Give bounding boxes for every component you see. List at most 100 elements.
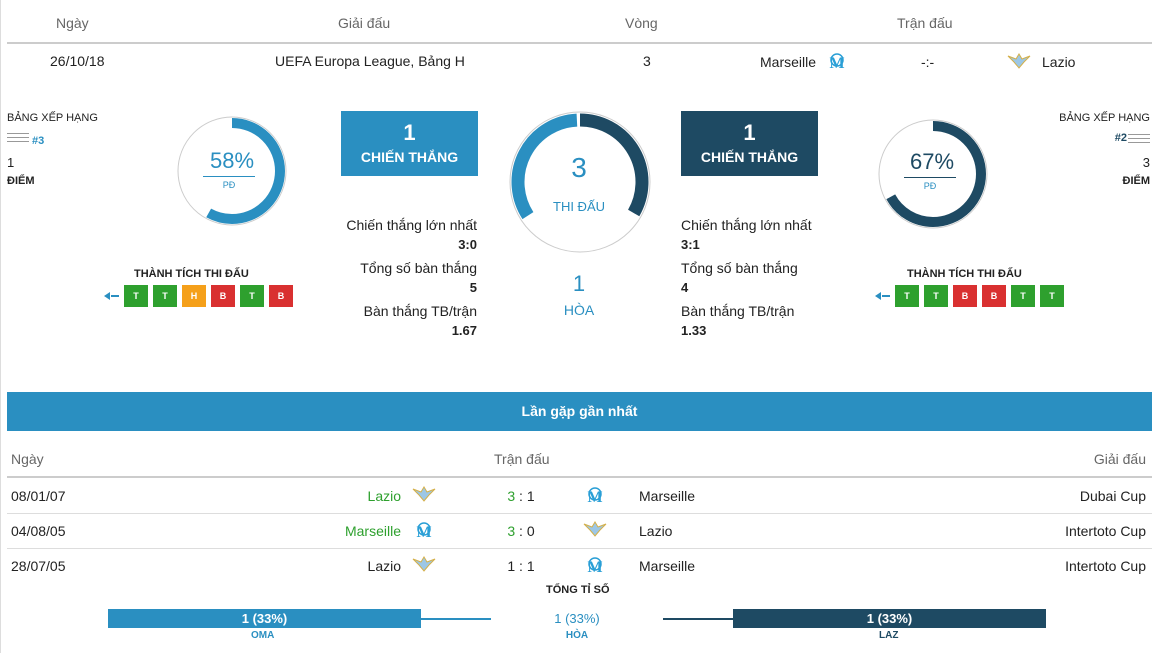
svg-text:M: M xyxy=(587,489,602,506)
row-date: 08/01/07 xyxy=(11,488,66,504)
row-league[interactable]: Intertoto Cup xyxy=(1065,558,1146,574)
matches-arc-away xyxy=(579,113,649,217)
row-home-team[interactable]: Lazio xyxy=(367,488,401,504)
marseille-logo-icon: M xyxy=(585,485,605,512)
form-badge: T xyxy=(895,285,919,307)
svg-text:M: M xyxy=(587,559,602,576)
away-rank: #2 xyxy=(1114,132,1127,144)
away-goals: 4 xyxy=(681,280,689,295)
away-total: 1 (33%) xyxy=(866,611,913,626)
home-pd-label: PĐ xyxy=(222,180,236,190)
form-badge: B xyxy=(982,285,1006,307)
form-badge: H xyxy=(182,285,206,307)
row-away-team[interactable]: Marseille xyxy=(639,558,696,574)
away-wins-count: 1 xyxy=(743,120,756,145)
match-home-team[interactable]: Marseille xyxy=(760,54,817,70)
home-goals-label: Tổng số bàn thắng xyxy=(360,260,477,276)
away-pd-divider xyxy=(904,177,956,178)
lazio-logo-icon xyxy=(582,520,608,543)
row-date: 04/08/05 xyxy=(11,523,66,539)
away-win-arc xyxy=(880,121,986,227)
row-away-team[interactable]: Marseille xyxy=(639,488,696,504)
form-badge: B xyxy=(269,285,293,307)
draws-label: HÒA xyxy=(563,302,595,318)
home-form-title: THÀNH TÍCH THI ĐẤU xyxy=(134,268,249,280)
form-badge: T xyxy=(240,285,264,307)
lazio-logo-icon xyxy=(411,555,437,578)
header-match: Trận đấu xyxy=(897,15,953,31)
row-league[interactable]: Dubai Cup xyxy=(1079,488,1146,504)
form-badge: B xyxy=(211,285,235,307)
recent-col-match: Trận đấu xyxy=(494,451,550,467)
away-goals-label: Tổng số bàn thắng xyxy=(681,260,798,276)
marseille-logo-icon: M xyxy=(585,555,605,582)
away-total-line xyxy=(663,618,733,620)
home-wins-count: 1 xyxy=(403,120,416,145)
home-rank-label: BẢNG XẾP HẠNG xyxy=(7,112,98,124)
draw-total: 1 (33%) xyxy=(554,611,600,626)
home-rank: #3 xyxy=(32,135,45,147)
row-home-team[interactable]: Marseille xyxy=(344,523,401,539)
away-win-donut xyxy=(878,119,988,229)
row-score-sep: : xyxy=(519,488,523,504)
away-total-bar: 1 (33%) xyxy=(733,609,1046,628)
match-league[interactable]: UEFA Europa League, Bảng H xyxy=(275,53,465,69)
home-points-label: ĐIỂM xyxy=(7,175,35,187)
match-round: 3 xyxy=(643,53,651,69)
away-pd-label: PĐ xyxy=(923,181,937,191)
home-total-bar: 1 (33%) xyxy=(108,609,421,628)
home-points: 1 xyxy=(7,155,15,170)
form-badge: B xyxy=(953,285,977,307)
arrow-left-icon xyxy=(104,292,110,300)
recent-title: Lần gặp gần nhất xyxy=(521,403,638,419)
row-date: 28/07/05 xyxy=(11,558,66,574)
marseille-logo-icon: M xyxy=(829,53,845,72)
away-avg: 1.33 xyxy=(681,323,707,338)
row-score-home: 3 xyxy=(507,523,516,539)
home-biggest-win-label: Chiến thắng lớn nhất xyxy=(346,217,477,233)
recent-col-date: Ngày xyxy=(11,451,44,467)
draws-count: 1 xyxy=(572,271,586,296)
svg-text:M: M xyxy=(416,524,431,541)
svg-text:M: M xyxy=(829,55,844,72)
home-win-pct: 58% xyxy=(209,148,255,173)
matches-count: 3 xyxy=(571,152,587,183)
header-league: Giải đấu xyxy=(338,15,391,31)
away-wins-label: CHIẾN THẮNG xyxy=(700,149,799,165)
marseille-logo-icon: M xyxy=(414,520,434,547)
total-label: TỔNG TỈ SỐ xyxy=(546,584,610,596)
matches-label: THI ĐẤU xyxy=(553,199,605,214)
form-badge: T xyxy=(1040,285,1064,307)
home-wins-label: CHIẾN THẮNG xyxy=(360,149,459,165)
home-pd-divider xyxy=(203,176,255,177)
row-score-away: 1 xyxy=(526,558,535,574)
match-away-team[interactable]: Lazio xyxy=(1042,54,1076,70)
row-score-away: 1 xyxy=(526,488,535,504)
matches-donut xyxy=(509,111,651,253)
home-avg: 1.67 xyxy=(451,323,477,338)
away-biggest-win-label: Chiến thắng lớn nhất xyxy=(681,217,812,233)
row-score-sep: : xyxy=(519,558,523,574)
away-points-label: ĐIỂM xyxy=(1122,175,1151,187)
away-biggest-win: 3:1 xyxy=(681,237,700,252)
header-round: Vòng xyxy=(625,15,658,31)
form-badge: T xyxy=(1011,285,1035,307)
recent-col-league: Giải đấu xyxy=(1093,451,1146,467)
away-avg-label: Bàn thắng TB/trận xyxy=(681,303,795,319)
row-score-sep: : xyxy=(519,523,523,539)
home-goals: 5 xyxy=(469,280,477,295)
away-rank-label: BẢNG XẾP HẠNG xyxy=(1059,112,1150,124)
row-home-team[interactable]: Lazio xyxy=(367,558,401,574)
header-date: Ngày xyxy=(56,15,89,31)
row-league[interactable]: Intertoto Cup xyxy=(1065,523,1146,539)
form-badge: T xyxy=(153,285,177,307)
lazio-logo-icon xyxy=(411,485,437,508)
row-score-home: 1 xyxy=(507,558,516,574)
form-badge: T xyxy=(924,285,948,307)
row-away-team[interactable]: Lazio xyxy=(639,523,673,539)
away-wins-box: 1 CHIẾN THẮNG xyxy=(681,111,818,176)
match-score: -:- xyxy=(921,54,935,70)
home-rank-lines-icon xyxy=(7,133,29,142)
